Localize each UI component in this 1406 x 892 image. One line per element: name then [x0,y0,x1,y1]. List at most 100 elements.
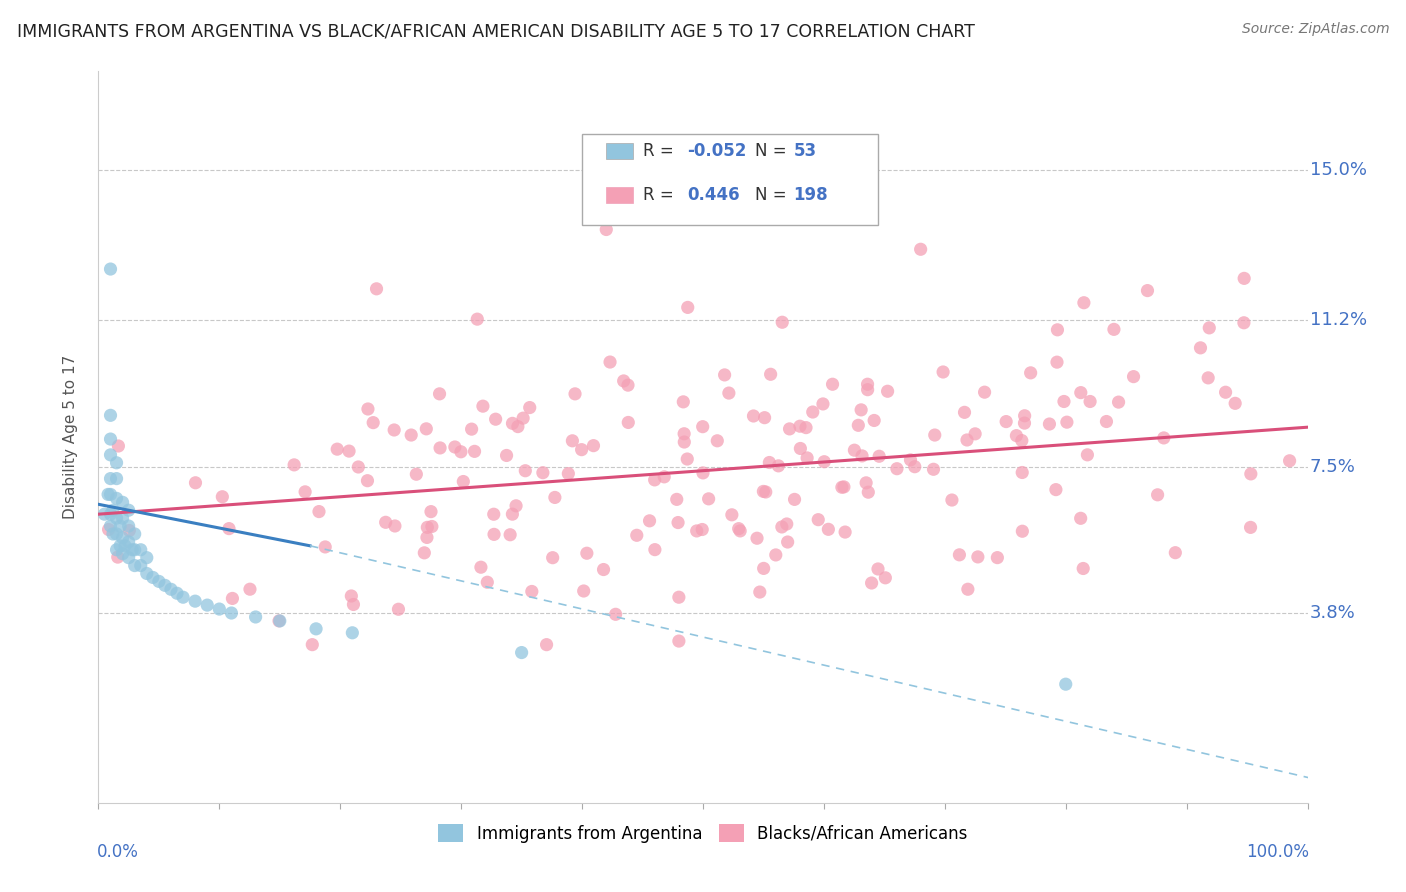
Point [832,480,855,494]
Point [728,524,751,538]
Point [692,419,714,434]
Point [856,377,879,392]
Point [124,558,146,573]
Point [107,550,129,565]
Text: R =: R = [643,186,673,204]
Point [512,411,534,425]
Point [1153,431,1175,445]
Point [1233,316,1256,330]
Point [269,614,291,628]
Point [453,475,475,489]
Text: 15.0%: 15.0% [1310,161,1367,179]
Point [505,499,527,513]
Point [118,534,141,549]
Point [124,527,146,541]
Point [361,416,384,430]
Point [100,507,122,521]
Point [294,484,316,499]
Point [789,442,811,456]
Point [900,453,922,467]
Point [1225,396,1247,410]
Point [93,507,115,521]
Point [948,548,970,562]
Point [1070,385,1092,400]
Point [100,519,122,533]
Point [801,405,824,419]
Point [413,546,436,560]
Point [366,282,388,296]
Point [347,460,370,475]
Point [129,558,152,573]
Point [501,417,523,431]
Point [166,586,188,600]
Point [904,459,927,474]
Point [613,374,636,388]
Point [536,638,558,652]
Point [564,387,586,401]
Point [541,550,564,565]
Point [652,470,675,484]
Point [357,402,380,417]
Point [557,467,579,481]
Y-axis label: Disability Age 5 to 17: Disability Age 5 to 17 [63,355,77,519]
Point [953,405,976,419]
Point [644,542,666,557]
Point [941,493,963,508]
Text: 0.446: 0.446 [688,186,740,204]
Point [858,485,880,500]
Point [239,582,262,597]
Point [326,442,349,457]
Point [924,428,946,442]
Point [706,434,728,448]
Point [794,420,817,434]
Point [742,409,765,423]
Point [821,377,844,392]
Point [713,368,735,382]
Point [748,585,770,599]
Point [114,539,136,553]
Point [1240,467,1263,481]
Point [153,578,176,592]
Point [105,542,128,557]
Point [807,513,830,527]
Point [100,409,122,423]
Point [855,475,877,490]
Point [973,385,995,400]
Point [571,442,593,457]
Point [1278,454,1301,468]
Point [135,550,157,565]
Point [283,458,305,472]
Point [520,584,543,599]
Point [1102,322,1125,336]
Point [97,523,120,537]
Point [721,508,744,522]
Point [626,528,648,542]
Point [495,449,517,463]
Point [450,444,472,458]
Point [1053,394,1076,409]
Point [485,412,508,426]
Point [575,546,598,560]
Text: IMMIGRANTS FROM ARGENTINA VS BLACK/AFRICAN AMERICAN DISABILITY AGE 5 TO 17 CORRE: IMMIGRANTS FROM ARGENTINA VS BLACK/AFRIC… [17,22,974,40]
Point [966,549,988,564]
Point [101,527,124,541]
Point [429,441,451,455]
Point [1189,341,1212,355]
Point [765,548,787,562]
Point [221,591,243,606]
Point [875,571,897,585]
Point [866,562,889,576]
Point [686,524,709,538]
Point [1011,524,1033,539]
Point [817,522,839,536]
Point [482,527,505,541]
Point [1054,677,1077,691]
Point [148,574,170,589]
Point [868,450,890,464]
Point [776,516,799,531]
Point [1014,416,1036,430]
Point [758,455,780,469]
Point [1011,434,1033,448]
Point [666,516,689,530]
Point [105,511,128,525]
